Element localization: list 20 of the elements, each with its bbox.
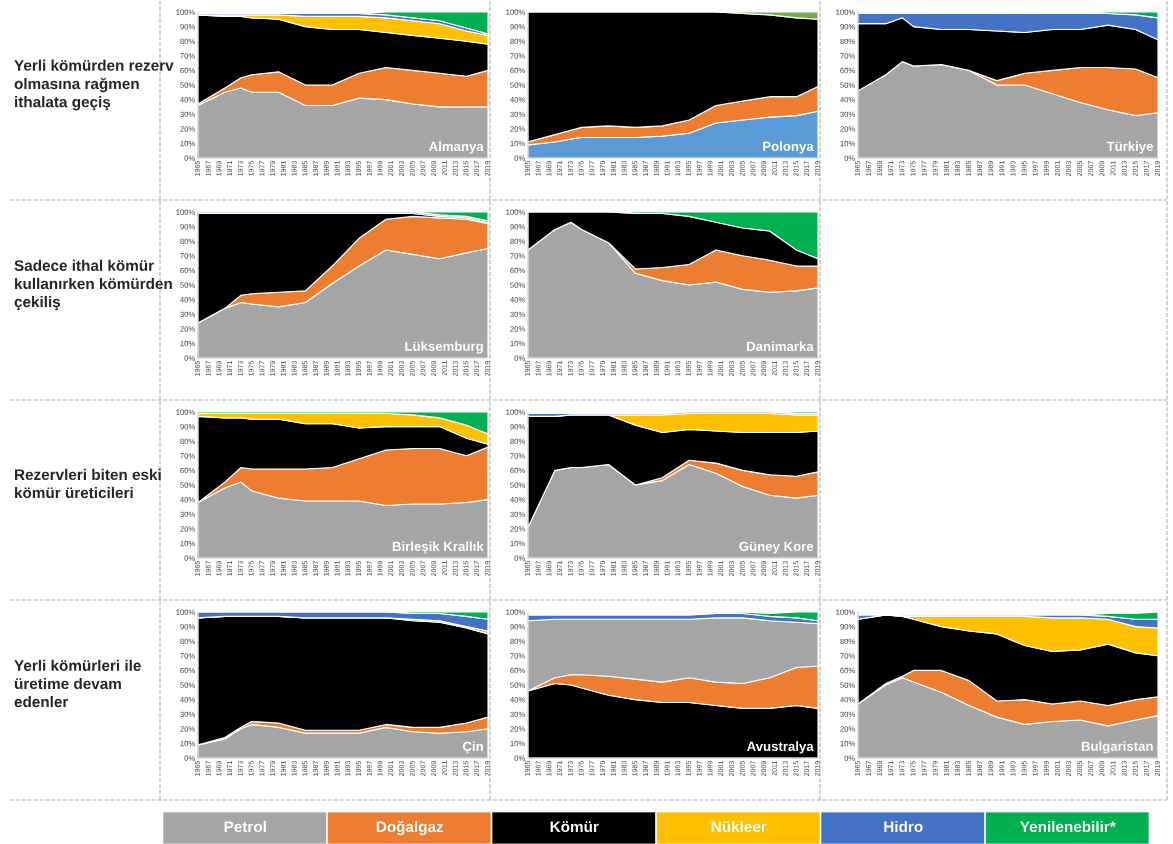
annotation: Güney Kore [739,541,814,554]
annotation: Bulgaristan [1081,741,1153,754]
annotation: Danimarka [747,341,814,352]
annotation: Birleşik Krallık [392,541,484,554]
text: Sadece ithal kömür kullanırken kömürden çekiliş [14,259,172,311]
text: Petrol [224,820,266,833]
text: Yenilenebilir* [1020,820,1116,833]
annotation: Avustralya [747,741,814,754]
annotation: Almanya [428,141,484,154]
text: Nükleer [711,820,767,833]
text: Rezervleri biten eski kömür üreticileri [15,468,161,499]
text: Yerli kömürden rezerv olmasına rağmen ithalata geçiş [14,59,174,111]
text: Doğalgaz [376,820,444,836]
annotation: Çin [462,741,483,754]
text: Kömür [550,821,599,833]
annotation: Türkiye [1106,141,1154,154]
text: Hidro [884,820,923,833]
text: Yerli kömürleri ile üretime devam edenler [14,659,141,708]
annotation: Polonya [763,141,814,154]
annotation: Lüksemburg [405,341,483,354]
